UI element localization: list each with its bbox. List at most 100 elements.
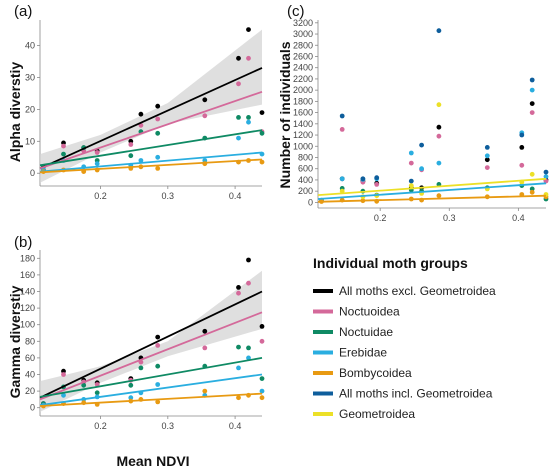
y-tick-label: 20 [25,386,35,396]
confidence-band [40,270,262,412]
data-point [236,81,241,87]
y-tick-label: 1600 [293,108,313,118]
panel-c: (c) Number of individuals 02004006008001… [277,3,549,223]
data-point [436,28,442,34]
data-point [155,116,161,122]
x-axis-label: Mean NDVI [116,453,189,469]
panel-b: (b) Gamma diverstiy 0 20 40 60 80 100 120 140 16… [7,234,265,431]
y-tick-label: 2600 [293,51,313,61]
data-point [236,115,241,120]
data-point [155,343,161,348]
x-tick-label: 0.2 [94,191,107,201]
legend-label: Bombycoidea [339,366,412,380]
data-point [94,150,100,155]
trend-line [39,158,263,174]
y-tick-label: 800 [298,152,313,162]
data-point [128,382,134,388]
data-point [202,345,208,351]
data-point [543,169,549,175]
data-point [202,113,208,119]
data-point [259,388,265,394]
data-point [543,178,549,184]
data-point [138,365,144,371]
data-point [155,103,161,109]
data-point [61,368,66,374]
data-point [155,399,161,405]
y-tick-label: 3200 [293,18,313,28]
data-point [519,162,525,168]
data-point [339,113,345,119]
trend-line [39,373,263,407]
data-point [138,111,144,117]
data-point [155,334,161,340]
y-tick-label: 40 [25,41,35,51]
y-tick-label: 2400 [293,63,313,73]
trend-line [39,290,263,399]
data-point [484,157,490,163]
data-point [81,382,87,388]
data-point [155,382,161,387]
legend-label: All moths excl. Geometroidea [339,284,496,298]
trend-line [39,311,263,401]
x-tick-label: 0.2 [94,421,107,431]
y-tick-label: 120 [20,303,35,313]
data-point [529,186,535,192]
data-point [259,130,265,136]
panel-a-ylabel: Alpha diverstiy [7,62,23,163]
y-tick-label: 200 [298,186,313,196]
x-tick-label: 0.3 [162,191,175,201]
data-point [236,290,241,296]
panel-c-ylabel: Number of individuals [277,41,293,188]
data-point [61,143,66,149]
data-point [61,392,66,398]
data-point [155,363,161,369]
data-point [436,160,442,166]
legend-title: Individual moth groups [313,255,468,271]
panel-b-ylabel: Gamma diverstiy [7,285,23,398]
data-point [529,189,535,195]
data-point [529,87,535,93]
x-tick-label: 0.4 [512,213,525,223]
data-point [339,126,345,132]
data-point [94,382,100,387]
y-tick-label: 30 [25,72,35,82]
data-point [236,395,241,401]
y-tick-label: 160 [20,270,35,280]
trend-line [39,392,263,407]
data-point [246,27,251,32]
data-point [202,388,208,394]
legend-label: Noctuoidea [339,305,400,319]
data-point [246,345,251,351]
y-tick-label: 1400 [293,119,313,129]
data-point [408,178,414,184]
x-tick-label: 0.4 [229,421,242,431]
y-tick-label: 400 [298,175,313,185]
panel-a-tag: (a) [14,3,32,20]
data-point [128,395,134,401]
y-tick-label: 2800 [293,40,313,50]
y-tick-label: 1800 [293,96,313,106]
data-point [360,176,366,182]
data-point [543,174,549,180]
data-point [61,372,66,377]
data-point [259,395,265,401]
data-point [408,183,414,189]
trend-line [39,129,263,167]
data-point [529,171,535,177]
trend-line [317,177,547,196]
data-point [155,130,161,136]
x-tick-label: 0.3 [162,421,175,431]
panel-a: (a) Alpha diverstiy 0 10 20 30 40 0.2 0.3 0.4 [7,3,265,201]
trend-line [39,357,263,398]
panel-c-tag: (c) [287,3,305,20]
data-point [236,344,241,350]
data-point [259,376,265,381]
data-point [529,101,535,106]
data-point [529,110,535,115]
trend-line [39,67,263,170]
data-point [436,133,442,139]
legend-label: Noctuidae [339,325,393,339]
data-point [529,77,535,83]
y-tick-label: 2000 [293,85,313,95]
x-tick-label: 0.4 [229,191,242,201]
